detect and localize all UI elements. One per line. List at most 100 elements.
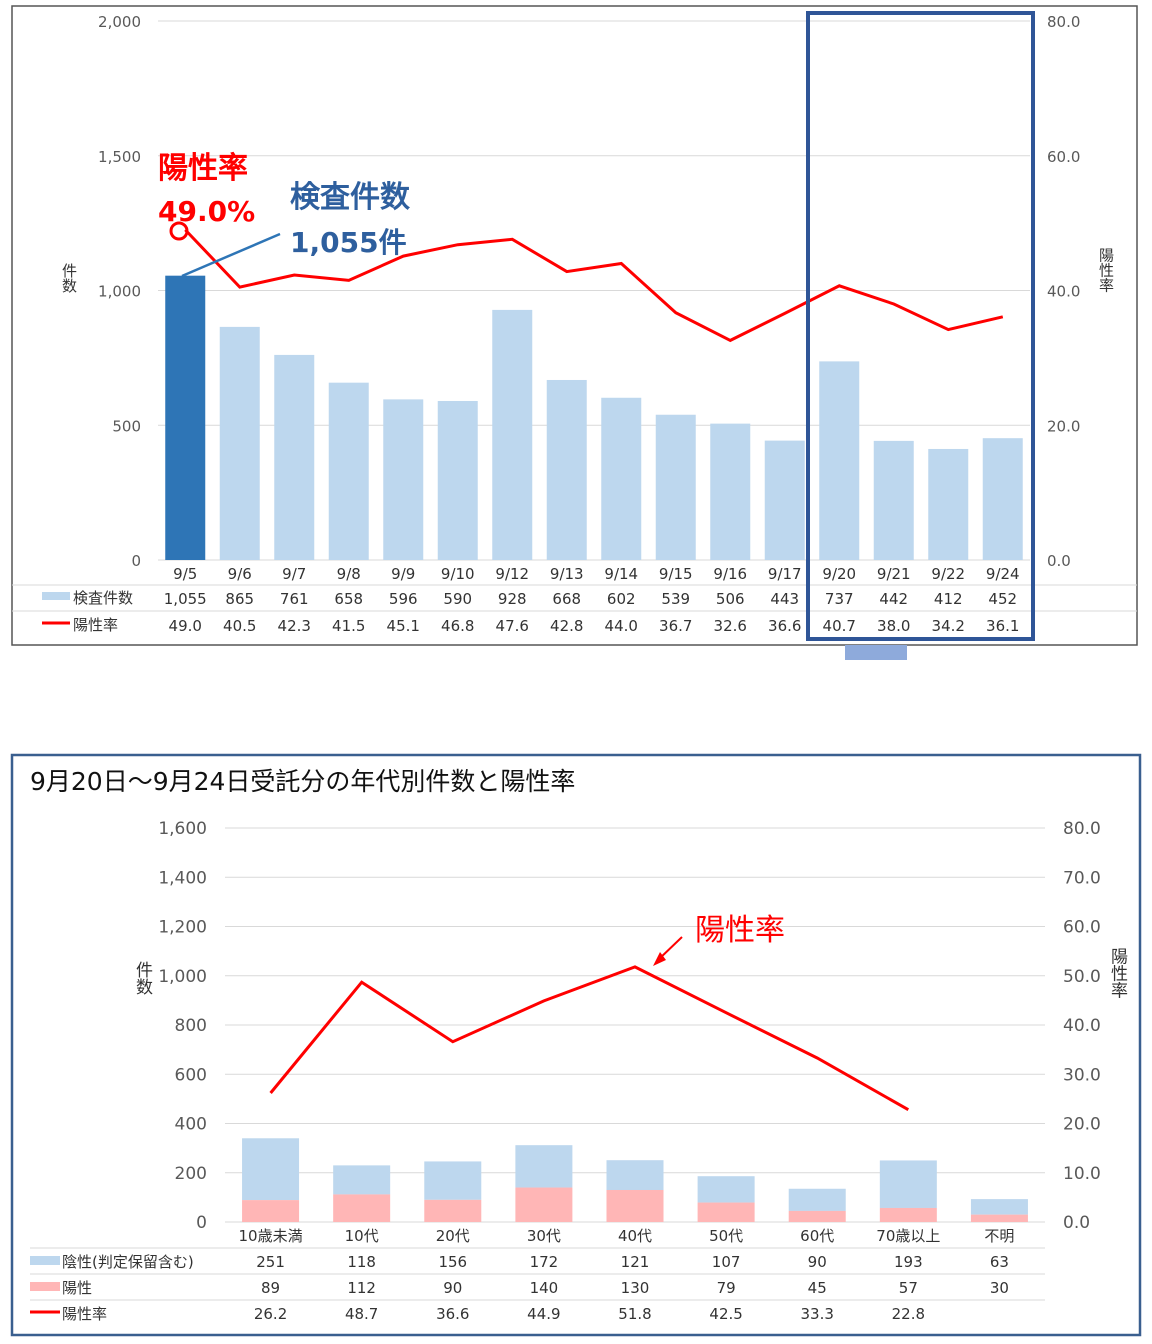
rate-value-label: 48.7 [345, 1305, 378, 1323]
legend-positive-swatch [30, 1282, 60, 1291]
annotation-count-value: 1,055件 [290, 226, 407, 259]
category-label: 9/21 [877, 565, 911, 583]
category-label: 9/15 [659, 565, 693, 583]
right-tick-label: 0.0 [1047, 552, 1071, 570]
right-tick-label: 50.0 [1063, 967, 1101, 987]
right-tick-label: 80.0 [1063, 819, 1101, 839]
right-tick-label: 0.0 [1063, 1213, 1090, 1233]
legend-negative-label: 陰性(判定保留含む) [62, 1253, 194, 1271]
category-label: 9/7 [282, 565, 306, 583]
positive-value-label: 57 [899, 1279, 918, 1297]
positive-value-label: 89 [261, 1279, 280, 1297]
annotation2-arrow-line [657, 936, 683, 961]
category-label: 10代 [345, 1227, 379, 1245]
category-label: 50代 [709, 1227, 743, 1245]
category-label: 30代 [527, 1227, 561, 1245]
rate-value-label: 36.6 [768, 617, 801, 635]
rate-value-label: 47.6 [496, 617, 529, 635]
positive-value-label: 112 [347, 1279, 376, 1297]
count-bar [710, 423, 751, 560]
category-label: 70歳以上 [876, 1227, 940, 1245]
positive-value-label: 45 [808, 1279, 827, 1297]
category-label: 9/6 [228, 565, 252, 583]
left-tick-label: 1,000 [98, 283, 141, 301]
category-label: 40代 [618, 1227, 652, 1245]
category-label: 9/16 [713, 565, 747, 583]
positive-bar [970, 1214, 1028, 1222]
category-label: 60代 [800, 1227, 834, 1245]
right-tick-label: 60.0 [1047, 148, 1080, 166]
rate-value-label: 51.8 [618, 1305, 651, 1323]
positive-bar [697, 1202, 755, 1222]
negative-bar [970, 1199, 1028, 1215]
count-value-label: 658 [334, 590, 363, 608]
rate-line [269, 965, 910, 1112]
rate-value-label: 26.2 [254, 1305, 287, 1323]
count-bar [819, 361, 860, 560]
count-value-label: 506 [716, 590, 745, 608]
negative-bar [879, 1160, 937, 1208]
count-bar [274, 354, 315, 560]
negative-bar [606, 1160, 664, 1190]
count-bar [437, 400, 478, 560]
rate-value-label: 44.0 [605, 617, 638, 635]
annotation-count-title: 検査件数 [290, 180, 411, 215]
chart1-left-axis: 2,000 1,500 1,000 500 0 [98, 13, 141, 570]
chart2-left-axis: 1,600 1,400 1,200 1,000 800 600 400 200 0 [158, 819, 207, 1233]
left-tick-label: 1,400 [158, 868, 207, 888]
rate-value-label: 38.0 [877, 617, 910, 635]
negative-bar [333, 1165, 391, 1195]
chart1-data-table: 9/5 1,055 49.0 9/6 865 40.5 9/7 761 42.3 9/8 658 41… [12, 565, 1137, 635]
negative-value-label: 172 [530, 1253, 559, 1271]
chart2-frame [10, 753, 1142, 1337]
rate-value-label: 33.3 [801, 1305, 834, 1323]
left-tick-label: 2,000 [98, 13, 141, 31]
category-label: 9/22 [931, 565, 965, 583]
negative-value-label: 121 [621, 1253, 650, 1271]
rate-value-label: 36.7 [659, 617, 692, 635]
chart2-gridlines [225, 827, 1045, 1223]
count-bar [928, 448, 969, 560]
negative-bar [788, 1188, 846, 1211]
chart2-right-axis-title: 陽性率 [1107, 947, 1128, 998]
annotation-rate-title: 陽性率 [158, 151, 248, 186]
count-bar [165, 275, 206, 560]
legend-rate-label: 陽性率 [73, 616, 118, 634]
left-tick-label: 200 [175, 1164, 207, 1184]
count-bar [601, 397, 642, 560]
category-label: 9/10 [441, 565, 475, 583]
negative-bar [242, 1138, 300, 1201]
count-bar [546, 379, 587, 560]
negative-bar [697, 1176, 755, 1203]
left-tick-label: 500 [112, 417, 141, 435]
category-label: 9/20 [822, 565, 856, 583]
positive-bar [606, 1189, 664, 1222]
left-tick-label: 0 [131, 552, 141, 570]
positive-bar [333, 1194, 391, 1222]
negative-value-label: 107 [712, 1253, 741, 1271]
chart1-right-axis: 80.0 60.0 40.0 20.0 0.0 [1047, 13, 1080, 570]
chart1-left-axis-title: 件数 [60, 263, 78, 293]
negative-bar [424, 1161, 482, 1200]
negative-value-label: 156 [438, 1253, 467, 1271]
chart2-data-table: 10歳未満 251 89 26.2 10代 118 112 48.7 20代 156 90 36.6 3… [30, 1227, 1045, 1323]
chart2-bars [242, 1138, 1028, 1222]
count-bar [219, 326, 260, 560]
count-value-label: 590 [443, 590, 472, 608]
positive-bar [424, 1199, 482, 1222]
positive-value-label: 90 [443, 1279, 462, 1297]
chart1-bars [165, 275, 1023, 560]
chart1-rate-line [184, 228, 1004, 343]
legend-positive-label: 陽性 [62, 1279, 92, 1297]
count-value-label: 452 [988, 590, 1017, 608]
left-tick-label: 600 [175, 1065, 207, 1085]
negative-value-label: 90 [808, 1253, 827, 1271]
count-value-label: 928 [498, 590, 527, 608]
rate-value-label: 22.8 [892, 1305, 925, 1323]
positive-bar [788, 1210, 846, 1222]
chart2-annotation: 陽性率 [653, 913, 785, 966]
rate-line [184, 228, 1004, 343]
category-label: 9/9 [391, 565, 415, 583]
right-tick-label: 30.0 [1063, 1065, 1101, 1085]
